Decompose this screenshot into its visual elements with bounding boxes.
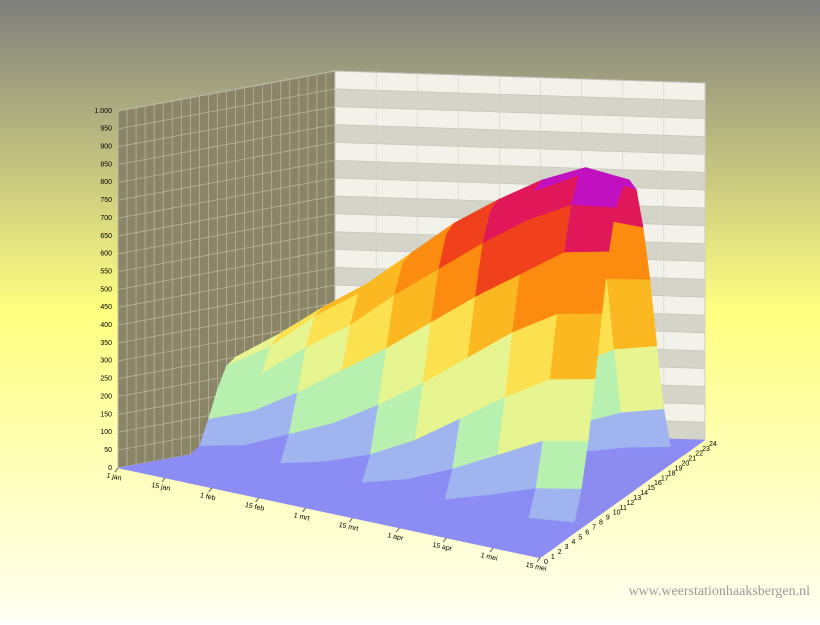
z-tick-label: 500 bbox=[100, 286, 112, 293]
z-tick-label: 150 bbox=[100, 411, 112, 418]
z-tick-label: 850 bbox=[100, 161, 112, 168]
y-tick-label: 6 bbox=[585, 529, 589, 536]
y-tick-label: 14 bbox=[640, 490, 648, 497]
tick bbox=[302, 507, 306, 513]
surface-patch bbox=[620, 408, 671, 448]
x-tick-label: 15 feb bbox=[244, 502, 265, 513]
y-tick-label: 12 bbox=[627, 500, 635, 507]
y-tick-label: 13 bbox=[633, 495, 641, 502]
z-tick-label: 300 bbox=[100, 358, 112, 365]
y-tick-label: 24 bbox=[709, 441, 717, 448]
surface-patch bbox=[627, 446, 678, 459]
z-tick-label: 900 bbox=[100, 144, 112, 151]
y-tick-label: 21 bbox=[688, 456, 696, 463]
z-tick-label: 600 bbox=[100, 251, 112, 258]
grid-line bbox=[334, 124, 706, 137]
x-tick-label: 1 mrt bbox=[293, 512, 310, 522]
y-tick-label: 17 bbox=[661, 475, 669, 482]
y-tick-label: 20 bbox=[682, 461, 690, 468]
y-tick-label: 18 bbox=[668, 470, 676, 477]
tick bbox=[489, 547, 494, 553]
z-tick-label: 0 bbox=[108, 465, 112, 472]
surface-patch bbox=[542, 379, 596, 442]
grid-line bbox=[334, 106, 706, 119]
x-tick-label: 15 apr bbox=[432, 542, 454, 553]
wall-stripe bbox=[335, 88, 705, 119]
y-tick-label: 2 bbox=[558, 549, 562, 556]
y-tick-label: 0 bbox=[544, 559, 548, 566]
x-tick-label: 1 feb bbox=[199, 492, 216, 502]
surface-patch bbox=[549, 313, 603, 380]
x-tick-label: 15 mrt bbox=[338, 522, 359, 533]
z-tick-label: 250 bbox=[100, 376, 112, 383]
y-tick-label: 19 bbox=[675, 465, 683, 472]
z-tick-label: 400 bbox=[100, 322, 112, 329]
z-tick-label: 650 bbox=[100, 233, 112, 240]
surface-patch bbox=[556, 251, 610, 315]
z-tick-label: 800 bbox=[100, 179, 112, 186]
z-tick-label: 350 bbox=[100, 340, 112, 347]
surface-patch bbox=[613, 345, 665, 413]
y-tick-label: 7 bbox=[592, 524, 596, 531]
grid-line bbox=[334, 177, 706, 191]
z-tick-label: 700 bbox=[100, 215, 112, 222]
y-tick-label: 10 bbox=[613, 510, 621, 517]
z-tick-label: 550 bbox=[100, 268, 112, 275]
y-tick-label: 5 bbox=[578, 534, 582, 541]
tick bbox=[536, 557, 541, 563]
surface-patch bbox=[528, 488, 582, 523]
y-tick-label: 1 bbox=[551, 554, 555, 561]
surface-patch bbox=[535, 440, 589, 490]
x-tick-label: 15 jan bbox=[151, 482, 171, 493]
z-tick-label: 950 bbox=[100, 126, 112, 133]
z-tick-label: 200 bbox=[100, 393, 112, 400]
z-tick-label: 450 bbox=[100, 304, 112, 311]
wall-stripe bbox=[335, 124, 705, 155]
tick bbox=[208, 487, 213, 493]
surface-patch bbox=[564, 204, 616, 253]
tick bbox=[395, 527, 400, 533]
y-tick-label: 11 bbox=[620, 505, 627, 512]
tick bbox=[442, 537, 447, 543]
x-tick-label: 1 apr bbox=[387, 532, 405, 542]
y-tick-label: 3 bbox=[565, 544, 569, 551]
surface-patch bbox=[492, 543, 548, 559]
z-tick-label: 1.000 bbox=[94, 108, 112, 115]
y-tick-label: 9 bbox=[606, 515, 610, 522]
z-tick-label: 750 bbox=[100, 197, 112, 204]
y-tick-label: 4 bbox=[572, 539, 576, 546]
y-tick-label: 22 bbox=[695, 451, 703, 458]
watermark: www.weerstationhaaksbergen.nl bbox=[628, 584, 810, 599]
grid-line bbox=[334, 70, 706, 84]
y-tick-label: 23 bbox=[702, 446, 710, 453]
y-tick-label: 16 bbox=[654, 480, 662, 487]
grid-line bbox=[334, 88, 706, 102]
tick bbox=[255, 497, 260, 503]
y-tick-label: 8 bbox=[599, 520, 603, 527]
surface-patch bbox=[606, 278, 658, 350]
z-tick-label: 50 bbox=[104, 447, 112, 454]
tick bbox=[349, 517, 353, 523]
grid-line bbox=[334, 159, 706, 173]
grid-line bbox=[334, 142, 706, 155]
y-tick-label: 15 bbox=[647, 485, 655, 492]
x-tick-label: 15 mei bbox=[525, 562, 547, 573]
z-tick-label: 100 bbox=[100, 429, 112, 436]
tick bbox=[114, 467, 119, 473]
x-tick-label: 1 mei bbox=[480, 552, 499, 562]
x-tick-label: 1 jan bbox=[106, 472, 122, 482]
tick bbox=[161, 477, 166, 483]
